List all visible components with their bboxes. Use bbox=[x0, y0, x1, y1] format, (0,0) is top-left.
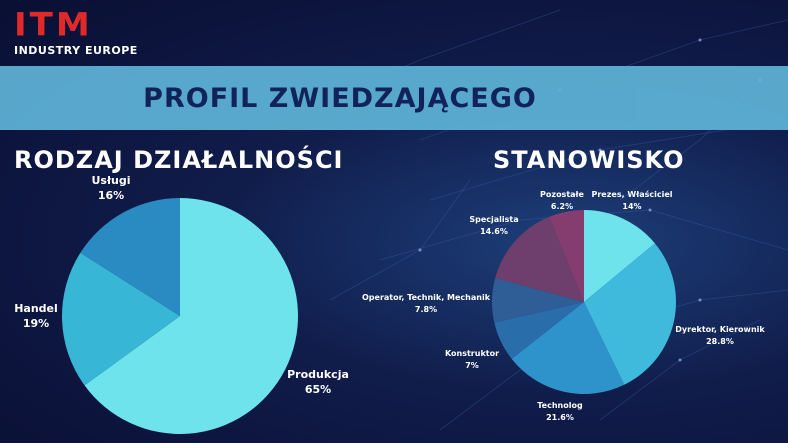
pie-slice-produkcja bbox=[84, 198, 298, 435]
slice-label-uslugi: Usługi bbox=[91, 174, 130, 187]
slice-label-specjalista: Specjalista bbox=[469, 215, 518, 224]
slice-value-specjalista: 14.6% bbox=[480, 227, 508, 236]
slice-value-produkcja: 65% bbox=[305, 383, 331, 396]
pie-slice-konstruktor bbox=[494, 302, 584, 359]
pie-slice-handel bbox=[62, 252, 180, 386]
slice-value-operator-technik-mechanik: 7.8% bbox=[415, 305, 437, 314]
pie-slice-dyrektor-kierownik bbox=[584, 243, 677, 385]
slice-label-handel: Handel bbox=[14, 302, 58, 315]
pie-slice-pozostale bbox=[549, 210, 584, 302]
slice-label-dyrektor-kierownik: Dyrektor, Kierownik bbox=[675, 325, 765, 334]
pie-slice-technolog bbox=[511, 302, 625, 394]
slice-label-prezes-wlasciciel: Prezes, Właściciel bbox=[592, 189, 673, 199]
slice-value-dyrektor-kierownik: 28.8% bbox=[706, 337, 734, 346]
itm-logo: ITM INDUSTRY EUROPE bbox=[14, 8, 138, 57]
slice-value-technolog: 21.6% bbox=[546, 413, 574, 422]
slice-value-handel: 19% bbox=[23, 317, 49, 330]
slice-label-konstruktor: Konstruktor bbox=[445, 349, 499, 358]
page-title: PROFIL ZWIEDZAJĄCEGO bbox=[143, 82, 537, 114]
slice-value-konstruktor: 7% bbox=[465, 361, 479, 370]
logo-subtitle: INDUSTRY EUROPE bbox=[14, 44, 138, 57]
pie-slice-prezes-wlasciciel bbox=[584, 210, 655, 302]
title-banner: PROFIL ZWIEDZAJĄCEGO bbox=[0, 66, 788, 130]
slice-label-produkcja: Produkcja bbox=[287, 368, 349, 381]
slice-value-uslugi: 16% bbox=[98, 189, 124, 202]
pie-slice-specjalista bbox=[495, 216, 584, 302]
logo-mark: ITM bbox=[14, 6, 93, 45]
chart-title-position: STANOWISKO bbox=[493, 146, 685, 174]
slice-value-prezes-wlasciciel: 14% bbox=[622, 202, 641, 211]
pie-slice-uslugi bbox=[80, 198, 180, 316]
slice-label-pozostale: Pozostałe bbox=[540, 190, 584, 199]
slice-label-operator-technik-mechanik: Operator, Technik, Mechanik bbox=[362, 293, 491, 302]
slice-value-pozostale: 6.2% bbox=[551, 202, 573, 211]
slice-label-technolog: Technolog bbox=[537, 401, 583, 410]
pie-slice-operator-technik-mechanik bbox=[491, 278, 584, 323]
chart-title-activity: RODZAJ DZIAŁALNOŚCI bbox=[14, 146, 344, 174]
